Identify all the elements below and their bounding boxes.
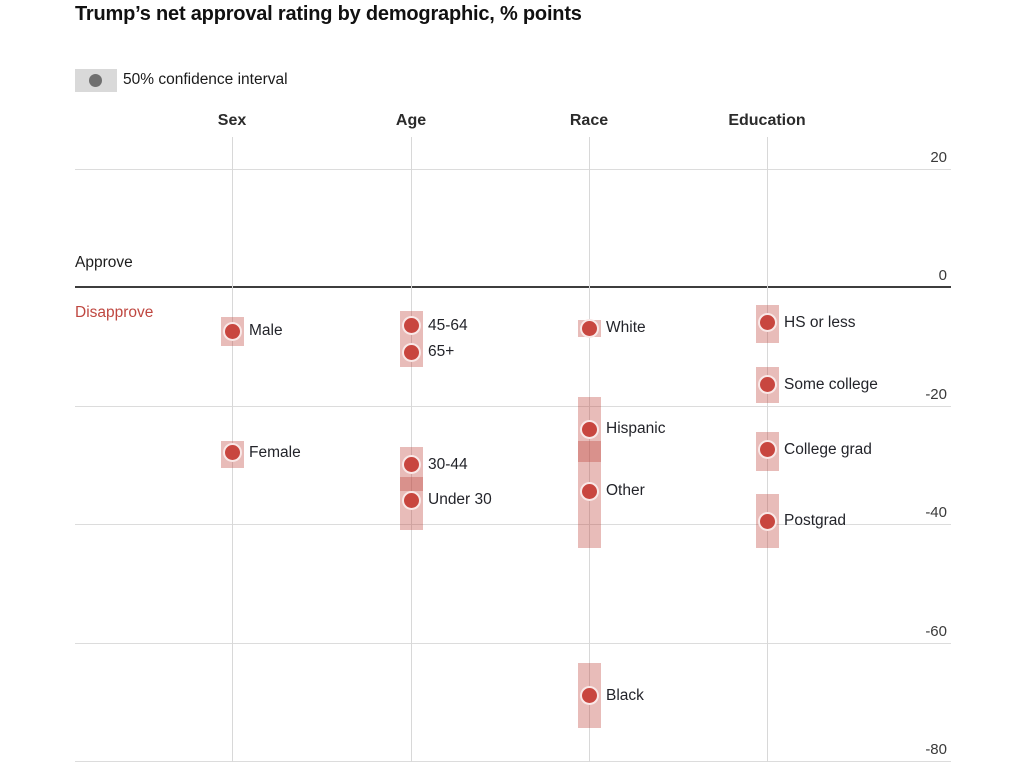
category-gridline bbox=[588, 137, 590, 762]
legend bbox=[75, 69, 117, 92]
y-tick-label: -80 bbox=[925, 741, 947, 758]
y-tick-label: 20 bbox=[930, 148, 947, 166]
zero-axis-line bbox=[75, 286, 951, 288]
estimate-dot-hs-or-less bbox=[757, 313, 777, 333]
estimate-dot-hispanic bbox=[579, 419, 599, 439]
gridline bbox=[75, 405, 951, 407]
point-label: Hispanic bbox=[606, 420, 666, 438]
y-tick-label: -40 bbox=[925, 504, 947, 521]
point-label: White bbox=[606, 319, 646, 337]
gridline bbox=[75, 168, 951, 170]
gridline bbox=[75, 761, 951, 762]
estimate-dot-black bbox=[579, 686, 599, 706]
page-title: Trump’s net approval rating by demograph… bbox=[75, 3, 582, 25]
estimate-dot-65- bbox=[401, 342, 421, 362]
estimate-dot-other bbox=[579, 481, 599, 501]
point-label: Under 30 bbox=[428, 491, 492, 509]
point-label: 45-64 bbox=[428, 316, 468, 334]
estimate-dot-white bbox=[579, 318, 599, 338]
point-label: Black bbox=[606, 686, 644, 704]
estimate-dot-30-44 bbox=[401, 455, 421, 475]
estimate-dot-45-64 bbox=[401, 316, 421, 335]
estimate-dot-female bbox=[222, 443, 242, 463]
approve-label: Approve bbox=[75, 254, 133, 271]
y-tick-label: -60 bbox=[925, 622, 947, 640]
point-label: HS or less bbox=[784, 313, 856, 331]
estimate-dot-college-grad bbox=[757, 440, 777, 460]
category-gridline bbox=[410, 137, 412, 762]
point-label: 65+ bbox=[428, 343, 455, 361]
disapprove-label: Disapprove bbox=[75, 304, 154, 321]
column-header-age: Age bbox=[395, 112, 427, 129]
y-tick-label: -20 bbox=[925, 385, 947, 403]
gridline bbox=[75, 642, 951, 644]
estimate-dot-postgrad bbox=[757, 511, 777, 531]
point-label: Other bbox=[606, 482, 645, 500]
y-tick-label: 0 bbox=[938, 267, 947, 284]
point-label: College grad bbox=[784, 440, 872, 458]
estimate-dot-under-30 bbox=[401, 490, 421, 510]
column-header-sex: Sex bbox=[217, 112, 247, 129]
point-label: Postgrad bbox=[784, 512, 847, 530]
point-label: Male bbox=[249, 322, 283, 340]
point-label: Female bbox=[249, 443, 301, 461]
legend-label: 50% confidence interval bbox=[123, 71, 288, 88]
estimate-dot-male bbox=[222, 321, 242, 341]
column-header-education: Education bbox=[728, 112, 806, 129]
point-label: 30-44 bbox=[428, 455, 468, 473]
estimate-dot-some-college bbox=[757, 375, 777, 395]
gridline bbox=[75, 524, 951, 525]
confidence-interval-dot-icon bbox=[89, 74, 102, 87]
column-header-race: Race bbox=[569, 112, 609, 129]
point-label: Some college bbox=[784, 375, 878, 393]
